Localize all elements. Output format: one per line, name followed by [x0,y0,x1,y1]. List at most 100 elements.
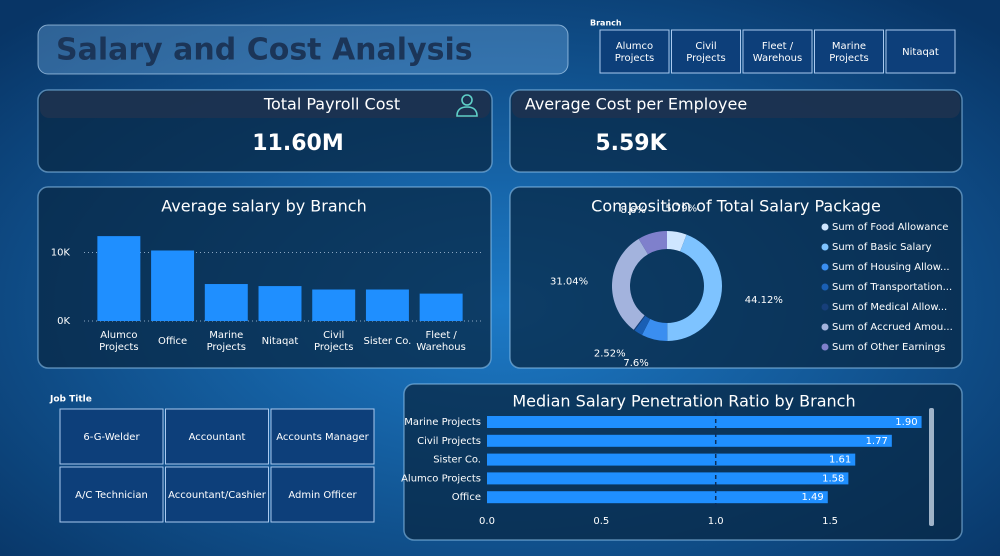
slicer-option: Accountant [189,432,246,443]
data-label: 2.52% [594,348,626,359]
legend-label: Sum of Transportation... [832,282,952,293]
donut-slice [641,318,668,341]
slicer-button[interactable] [599,29,670,74]
slicer-label: Job Title [49,395,92,405]
donut-slice [638,231,667,255]
chart-title: Median Salary Penetration Ratio by Branc… [512,392,855,411]
x-tick-label: Civil Projects [314,330,353,353]
slicer-button[interactable] [270,466,375,523]
donut-slice [633,315,646,331]
x-tick-label: Nitaqat [262,336,299,347]
slicer-option: 6-G-Welder [83,432,140,443]
chart-card [37,186,492,369]
data-label: 1.49 [802,492,824,503]
scrollbar[interactable] [929,408,934,526]
legend-label: Sum of Accrued Amou... [832,322,953,333]
bar [365,289,409,321]
slicer-option: Admin Officer [288,490,357,501]
slicer-option: Civil Projects [686,41,725,64]
x-tick-label: Alumco Projects [99,330,138,353]
x-tick-label: Office [158,336,187,347]
kpi-header [512,91,960,118]
slicer-button[interactable] [59,466,164,523]
legend-label: Sum of Basic Salary [832,242,932,253]
y-tick-label: Civil Projects [417,436,481,447]
donut-slice [612,238,648,330]
bar [487,416,922,428]
donut-slice [634,315,651,335]
kpi-title: Average Cost per Employee [525,95,747,114]
slicer-button[interactable] [59,408,164,465]
bar [487,434,892,447]
y-tick-label: Marine Projects [404,417,481,428]
chart-card [509,186,963,369]
x-tick-label: Fleet / Warehous [416,330,465,353]
donut-slice [667,231,687,252]
x-tick-label: 1.5 [822,516,838,527]
chart-title: Average salary by Branch [161,197,366,216]
data-label: 1.61 [829,455,851,466]
slicer-option: A/C Technician [75,490,148,501]
legend-swatch [821,223,829,231]
x-tick-label: Marine Projects [207,330,246,353]
legend-label: Sum of Other Earnings [832,342,945,353]
x-tick-label: 1.0 [708,516,724,527]
bar [487,453,856,466]
slicer-button[interactable] [165,408,269,465]
bar [419,293,463,321]
bar [258,286,302,321]
legend-label: Sum of Medical Allow... [832,302,947,313]
data-label: 5.79% [665,203,697,214]
slicer-option: Nitaqat [902,47,939,58]
slicer-button[interactable] [742,29,813,74]
slicer-option: Accounts Manager [276,432,369,443]
data-label: 1.90 [895,417,917,428]
y-tick-label: 10K [51,248,71,259]
slicer-button[interactable] [270,408,375,465]
kpi-value: 11.60M [252,131,343,156]
title-box [37,24,569,75]
legend-swatch [821,243,829,251]
legend-swatch [821,303,829,311]
bar [151,250,195,321]
page-title: Salary and Cost Analysis [56,33,473,68]
y-tick-label: Alumco Projects [401,473,481,484]
slicer-button[interactable] [885,29,956,74]
y-tick-label: Office [452,492,481,503]
slicer-button[interactable] [165,466,269,523]
legend-label: Sum of Housing Allow... [832,262,950,273]
data-label: 8.6% [621,205,646,216]
data-label: 1.77 [866,436,888,447]
bar [204,284,248,321]
slicer-label: Branch [590,19,622,28]
slicer-button[interactable] [671,29,741,74]
y-tick-label: Sister Co. [433,455,481,466]
x-tick-label: Sister Co. [364,336,412,347]
chart-title: Composition of Total Salary Package [591,197,881,216]
data-label: 44.12% [745,295,783,306]
slicer-option: Marine Projects [829,41,868,64]
kpi-title: Total Payroll Cost [263,95,400,114]
slicer-option: Accountant/Cashier [168,490,267,501]
kpi-header [40,91,490,118]
x-tick-label: 0.5 [593,516,609,527]
slicer-option: Fleet / Warehous [753,41,802,64]
bar [487,491,828,504]
legend-swatch [821,323,829,331]
legend-swatch [821,343,829,351]
slicer-button[interactable] [814,29,884,74]
data-label: 7.6% [623,358,648,369]
data-label: 1.58 [822,473,844,484]
bar [97,236,141,321]
user-icon [456,94,478,117]
bar [487,472,849,485]
bar [312,289,356,321]
donut-slice [667,234,722,341]
legend-swatch [821,263,829,271]
x-tick-label: 0.0 [479,516,495,527]
legend-swatch [821,283,829,291]
kpi-value: 5.59K [595,131,667,156]
y-tick-label: 0K [57,316,70,327]
data-label: 31.04% [550,277,588,288]
